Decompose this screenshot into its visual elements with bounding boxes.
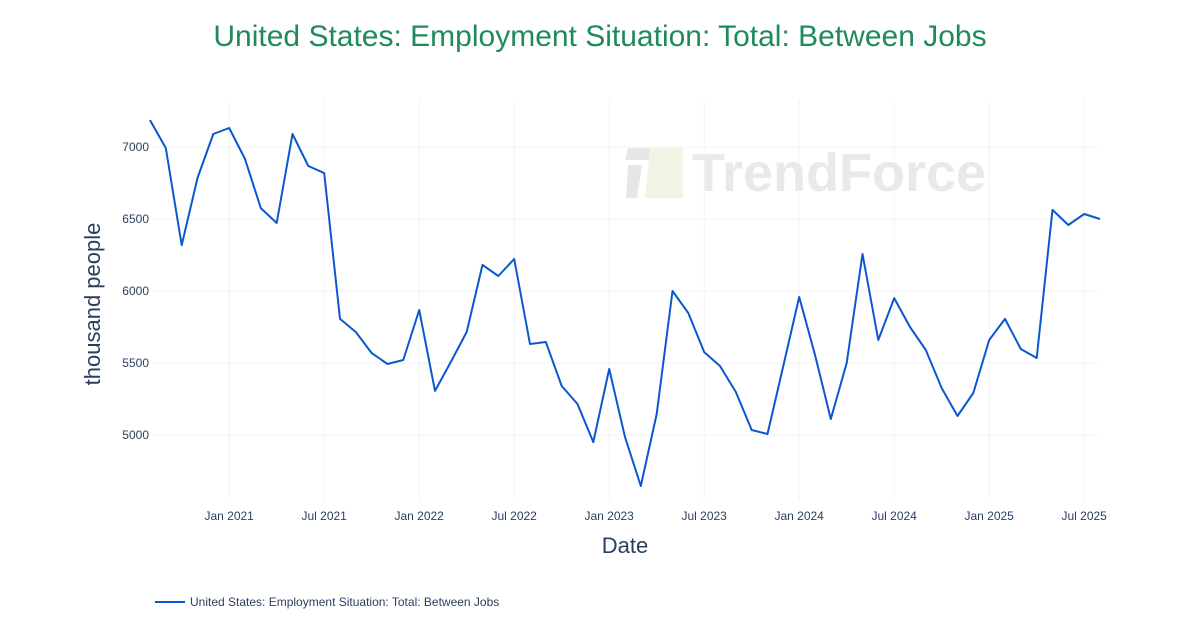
chart-title: United States: Employment Situation: Tot…: [213, 20, 987, 53]
legend[interactable]: United States: Employment Situation: Tot…: [155, 595, 499, 609]
x-tick-label: Jul 2025: [1061, 509, 1107, 523]
x-tick-label: Jan 2022: [394, 509, 444, 523]
x-tick-label: Jul 2023: [681, 509, 727, 523]
x-tick-label: Jan 2021: [204, 509, 254, 523]
y-tick-label: 7000: [122, 140, 149, 154]
legend-line-icon: [155, 601, 185, 603]
y-tick-label: 6000: [122, 284, 149, 298]
x-tick-label: Jan 2025: [964, 509, 1014, 523]
watermark: TrendForce: [625, 143, 986, 203]
y-tick-label: 5000: [122, 428, 149, 442]
x-tick-label: Jul 2024: [871, 509, 917, 523]
y-axis-ticks: 5000 5500 6000 6500 7000: [122, 140, 149, 442]
x-axis-title: Date: [602, 533, 648, 558]
y-tick-label: 5500: [122, 356, 149, 370]
series-line[interactable]: [149, 119, 1101, 487]
trendforce-logo-icon: [625, 148, 683, 198]
x-tick-label: Jan 2023: [584, 509, 634, 523]
watermark-text: TrendForce: [692, 143, 986, 203]
gridlines: [150, 100, 1100, 500]
legend-label: United States: Employment Situation: Tot…: [190, 595, 500, 609]
y-axis-title: thousand people: [80, 223, 105, 386]
x-axis-ticks: Jan 2021 Jul 2021 Jan 2022 Jul 2022 Jan 2023…: [204, 509, 1107, 523]
x-tick-label: Jul 2021: [301, 509, 347, 523]
x-tick-label: Jan 2024: [774, 509, 824, 523]
x-tick-label: Jul 2022: [491, 509, 537, 523]
y-tick-label: 6500: [122, 212, 149, 226]
